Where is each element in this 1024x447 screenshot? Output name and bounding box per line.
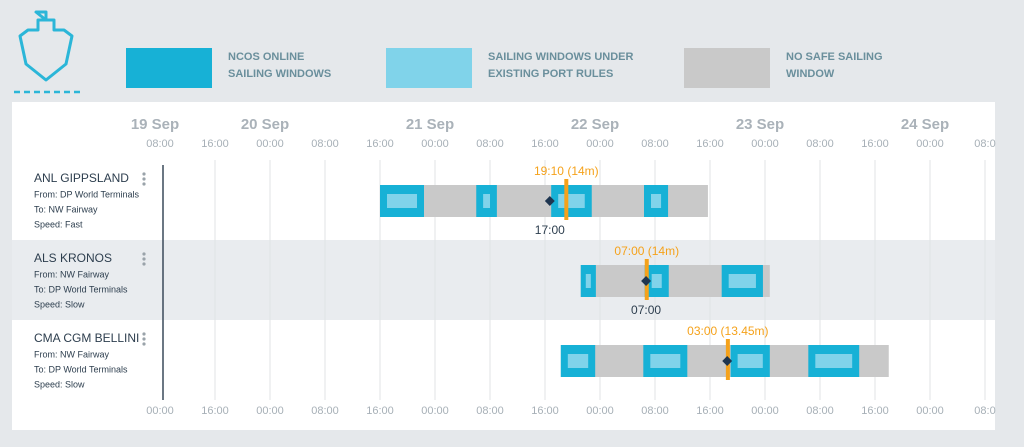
port-rule-window (650, 354, 681, 368)
top-hour: 16:00 (366, 138, 394, 150)
vessel-from: From: NW Fairway (34, 349, 109, 359)
eta-label: 03:00 (13.45m) (687, 324, 768, 338)
bottom-hour: 16:00 (201, 405, 229, 417)
eta-label: 07:00 (14m) (614, 244, 679, 258)
bottom-hour: 08:00 (641, 405, 669, 417)
bottom-hour: 00:00 (256, 405, 284, 417)
bottom-hour: 16:00 (696, 405, 724, 417)
port-rule-window (387, 194, 417, 208)
eta-diamond (641, 276, 652, 286)
logo (14, 10, 80, 94)
vessel-to: To: DP World Terminals (34, 364, 128, 374)
menu-dot[interactable] (142, 252, 146, 256)
row-band (12, 240, 995, 320)
vessel-from: From: NW Fairway (34, 269, 109, 279)
bottom-hour: 00:00 (421, 405, 449, 417)
bottom-hour: 16:00 (531, 405, 559, 417)
eta-time: 07:00 (631, 303, 661, 317)
top-hour: 16:00 (201, 138, 229, 150)
eta-time: 17:00 (535, 223, 565, 237)
legend-label: NO SAFE SAILING (786, 51, 883, 63)
day-label: 19 Sep (131, 116, 179, 133)
vessel-name: ANL GIPPSLAND (34, 171, 129, 185)
top-hour: 00:00 (916, 138, 944, 150)
port-rule-window (585, 274, 591, 288)
menu-dot[interactable] (142, 172, 146, 176)
legend-swatch (386, 48, 472, 88)
eta-label: 19:10 (14m) (534, 164, 599, 178)
legend-label: SAILING WINDOWS UNDER (488, 51, 633, 63)
legend-label: WINDOW (786, 68, 835, 80)
top-hour: 16:00 (696, 138, 724, 150)
top-hour: 08:0 (974, 138, 995, 150)
top-hour: 08:00 (806, 138, 834, 150)
port-rule-window (651, 194, 662, 208)
top-hour: 00:00 (256, 138, 284, 150)
day-label: 20 Sep (241, 116, 289, 133)
top-hour: 08:00 (146, 138, 174, 150)
eta-diamond (544, 196, 555, 206)
eta-diamond (722, 356, 733, 366)
bottom-hour: 00:00 (146, 405, 174, 417)
day-label: 23 Sep (736, 116, 784, 133)
legend-label: SAILING WINDOWS (228, 68, 331, 80)
menu-dot[interactable] (142, 257, 146, 261)
vessel-from: From: DP World Terminals (34, 189, 140, 199)
legend-label: NCOS ONLINE (228, 51, 304, 63)
vessel-speed: Speed: Slow (34, 299, 85, 309)
menu-dot[interactable] (142, 332, 146, 336)
bottom-hour: 16:00 (366, 405, 394, 417)
vessel-name: ALS KRONOS (34, 251, 112, 265)
menu-dot[interactable] (142, 182, 146, 186)
port-rule-window (558, 194, 585, 208)
port-rule-window (728, 274, 756, 288)
vessel-to: To: DP World Terminals (34, 284, 128, 294)
top-hour: 16:00 (861, 138, 889, 150)
port-rule-window (815, 354, 853, 368)
bottom-hour: 08:0 (974, 405, 995, 417)
bottom-hour: 08:00 (476, 405, 504, 417)
menu-dot[interactable] (142, 262, 146, 266)
vessel-speed: Speed: Slow (34, 379, 85, 389)
day-label: 22 Sep (571, 116, 619, 133)
day-label: 24 Sep (901, 116, 949, 133)
legend-swatch (126, 48, 212, 88)
top-hour: 00:00 (751, 138, 779, 150)
bottom-hour: 00:00 (751, 405, 779, 417)
day-label: 21 Sep (406, 116, 454, 133)
menu-dot[interactable] (142, 177, 146, 181)
bottom-hour: 08:00 (806, 405, 834, 417)
port-rule-window (567, 354, 589, 368)
vessel-to: To: NW Fairway (34, 204, 98, 214)
top-hour: 00:00 (421, 138, 449, 150)
bottom-hour: 08:00 (311, 405, 339, 417)
legend-label: EXISTING PORT RULES (488, 68, 613, 80)
vessel-speed: Speed: Fast (34, 219, 83, 229)
bottom-hour: 00:00 (586, 405, 614, 417)
top-hour: 00:00 (586, 138, 614, 150)
legend-swatch (684, 48, 770, 88)
port-rule-window (737, 354, 763, 368)
top-hour: 16:00 (531, 138, 559, 150)
port-rule-window (651, 274, 662, 288)
port-rule-window (483, 194, 490, 208)
top-hour: 08:00 (311, 138, 339, 150)
top-hour: 08:00 (476, 138, 504, 150)
bottom-hour: 16:00 (861, 405, 889, 417)
menu-dot[interactable] (142, 342, 146, 346)
top-hour: 08:00 (641, 138, 669, 150)
menu-dot[interactable] (142, 337, 146, 341)
vessel-name: CMA CGM BELLINI (34, 331, 139, 345)
bottom-hour: 00:00 (916, 405, 944, 417)
